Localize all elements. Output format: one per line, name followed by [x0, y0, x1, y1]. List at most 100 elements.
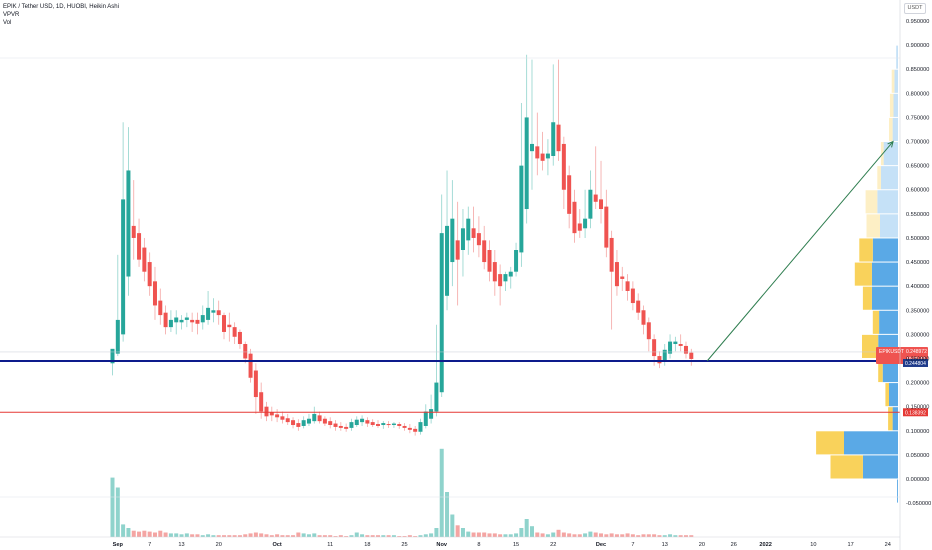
volume-bar: [460, 528, 465, 537]
price-tick-label: 0.750000: [906, 115, 929, 121]
candle-body: [322, 418, 327, 424]
candle-body: [158, 300, 163, 316]
candle-body: [514, 250, 519, 272]
price-tick-label: -0.050000: [906, 501, 931, 507]
time-tick-label: 11: [327, 542, 333, 548]
candle-body: [152, 281, 157, 306]
volume-bar: [445, 492, 450, 537]
volume-bar: [253, 532, 258, 537]
volume-bar: [604, 534, 609, 537]
candle-body: [360, 418, 365, 423]
volume-profile-down-bar: [889, 117, 893, 142]
volume-profile-up-bar: [893, 93, 898, 117]
price-tick-label: 0.300000: [906, 332, 929, 338]
support-price-badge-bg: [903, 358, 928, 367]
volume-bar: [556, 529, 561, 537]
price-tick-label: 0.800000: [906, 91, 929, 97]
time-tick-label: 17: [847, 542, 853, 548]
volume-bar: [614, 534, 619, 537]
time-tick-label: Dec: [596, 542, 606, 548]
volume-bar: [147, 531, 152, 537]
volume-bar: [636, 535, 641, 537]
candle-body: [583, 218, 588, 229]
candle-body: [460, 228, 465, 251]
volume-bar: [577, 534, 582, 537]
volume-profile-up-bar: [882, 358, 898, 383]
indicator-vol-label[interactable]: Vol: [3, 20, 12, 26]
candle-body: [147, 262, 152, 287]
candle-body: [110, 348, 115, 364]
volume-bar: [439, 448, 444, 537]
time-tick-label: 22: [550, 542, 556, 548]
volume-bar: [583, 533, 588, 537]
candle-body: [455, 240, 460, 260]
volume-profile-up-bar: [877, 190, 898, 214]
candle-body: [498, 274, 503, 287]
volume-bar: [540, 533, 545, 537]
candle-body: [328, 421, 333, 426]
candle-body: [482, 240, 487, 263]
symbol-badge-label: EPIKUSDT: [879, 349, 904, 355]
support-price-value: 0.244804: [905, 361, 926, 367]
volume-bar: [646, 534, 651, 537]
time-tick-label: Oct: [272, 542, 281, 548]
symbol-title[interactable]: EPIK / Tether USD, 1D, HUOBI, Heikin Ash…: [3, 4, 119, 10]
candle-body: [556, 124, 561, 152]
time-tick-label: 20: [699, 542, 705, 548]
candle-body: [253, 370, 258, 398]
candle-body: [174, 317, 179, 323]
volume-bar: [668, 534, 673, 537]
price-tick-label: 0.050000: [906, 453, 929, 459]
volume-profile-up-bar: [883, 142, 898, 166]
volume-profile-down-bar: [885, 383, 889, 407]
volume-bar: [227, 535, 232, 537]
price-tick-label: 0.500000: [906, 236, 929, 242]
volume-bar: [322, 535, 327, 537]
resistance-price-value: 0.138392: [905, 410, 926, 416]
volume-bar: [423, 534, 428, 537]
volume-bar: [434, 528, 439, 537]
volume-bar: [535, 532, 540, 537]
candle-body: [275, 414, 280, 418]
volume-bar: [333, 536, 338, 537]
candle-body: [471, 228, 476, 238]
candle-body: [333, 423, 338, 427]
volume-bar: [259, 533, 264, 537]
indicator-vpvr-label[interactable]: VPVR: [3, 12, 20, 18]
volume-profile-up-bar: [862, 455, 898, 479]
currency-unit-button[interactable]: USDT: [904, 3, 926, 14]
candle-body: [301, 420, 306, 426]
time-tick-label: Sep: [113, 542, 124, 548]
volume-profile-down-bar: [889, 93, 894, 117]
time-tick-label: 18: [364, 542, 370, 548]
volume-bar: [115, 487, 120, 537]
volume-bar: [662, 535, 667, 537]
candle-body: [614, 262, 619, 287]
time-tick-label: 7: [631, 542, 634, 548]
volume-bar: [179, 534, 184, 537]
candle-body: [365, 420, 370, 424]
candle-body: [492, 262, 497, 282]
candle-body: [121, 199, 126, 335]
candle-body: [269, 412, 274, 416]
volume-bar: [131, 530, 136, 537]
volume-bar: [620, 534, 625, 537]
candle-body: [280, 416, 285, 420]
price-tick-label: 0.450000: [906, 260, 929, 266]
candle-body: [126, 170, 131, 277]
volume-bar: [588, 531, 593, 537]
candle-body: [222, 315, 227, 332]
volume-bar: [641, 534, 646, 537]
volume-profile-up-bar: [896, 45, 898, 69]
candle-body: [402, 425, 407, 428]
candle-body: [211, 310, 216, 313]
volume-bar: [237, 535, 242, 537]
volume-bar: [232, 535, 237, 537]
volume-bar: [407, 535, 412, 537]
candle-body: [450, 218, 455, 263]
volume-bar: [184, 533, 189, 537]
candle-body: [429, 409, 434, 419]
candle-body: [678, 344, 683, 346]
